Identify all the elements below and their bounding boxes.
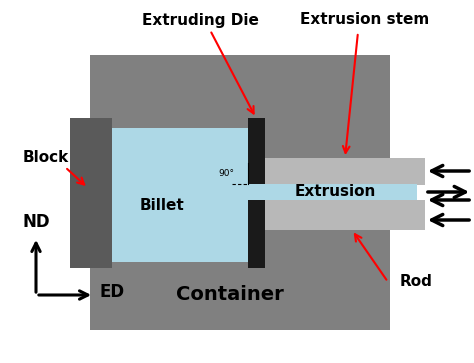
- Bar: [248, 118, 265, 268]
- Text: Billet: Billet: [140, 197, 184, 212]
- Text: ND: ND: [22, 213, 50, 231]
- Text: Extruding Die: Extruding Die: [142, 12, 258, 28]
- Bar: [265, 200, 425, 230]
- Text: Rod: Rod: [400, 274, 433, 290]
- Text: Extrusion: Extrusion: [294, 184, 376, 200]
- Bar: [90, 55, 390, 330]
- Bar: [248, 184, 265, 200]
- Text: Extrusion stem: Extrusion stem: [301, 12, 429, 28]
- Text: Container: Container: [176, 286, 284, 305]
- Bar: [70, 118, 112, 268]
- Text: Block: Block: [23, 151, 69, 166]
- Bar: [112, 128, 248, 262]
- Bar: [265, 158, 425, 185]
- Bar: [265, 184, 417, 200]
- Text: 90°: 90°: [218, 168, 234, 178]
- Text: ED: ED: [100, 283, 125, 301]
